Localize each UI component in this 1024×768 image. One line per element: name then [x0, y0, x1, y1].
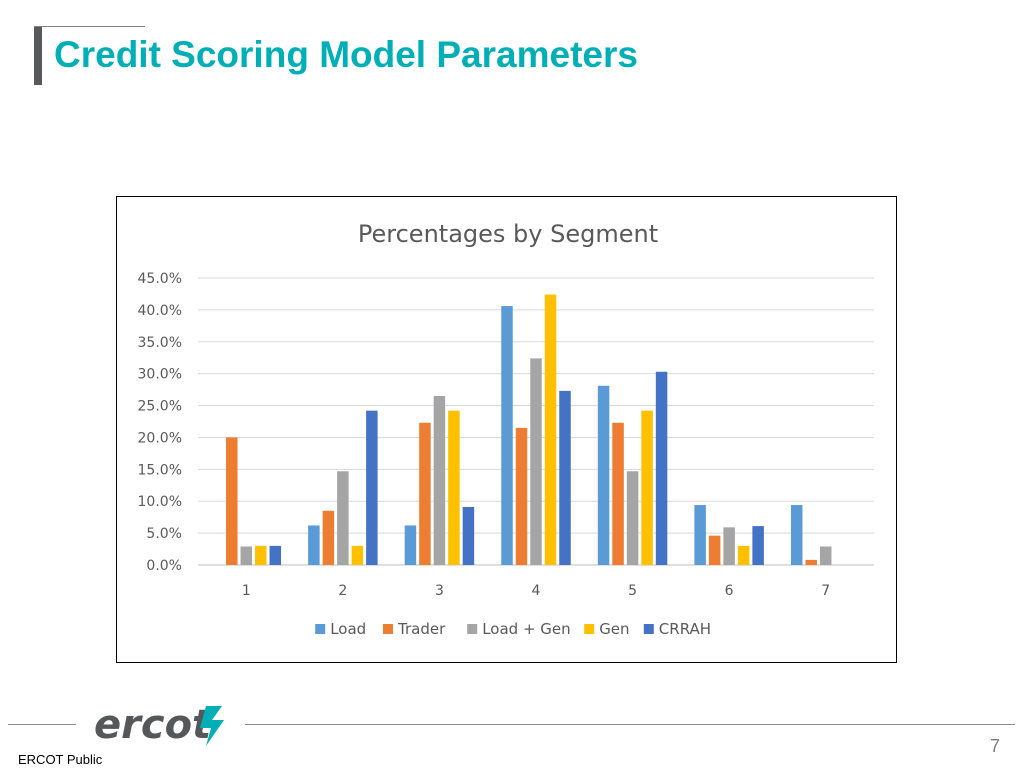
bar: [366, 410, 378, 565]
bar: [322, 510, 335, 565]
bar: [462, 506, 475, 565]
bar: [655, 371, 668, 565]
x-tick-label: 5: [628, 583, 637, 599]
lightning-icon: [200, 706, 224, 746]
y-tick-label: 5.0%: [146, 526, 182, 542]
bar: [530, 358, 542, 565]
legend: Load Trader Load + Gen Gen CRRAH: [315, 620, 711, 638]
bar: [559, 390, 571, 565]
x-tick-label: 7: [821, 583, 830, 599]
legend-label: CRRAH: [659, 620, 711, 638]
y-tick-label: 35.0%: [138, 335, 182, 351]
y-tick-label: 45.0%: [138, 271, 182, 287]
bar: [255, 545, 267, 565]
bar: [805, 559, 817, 565]
legend-label: Gen: [599, 620, 629, 638]
bar: [226, 437, 238, 565]
bar: [694, 505, 706, 565]
y-tick-label: 40.0%: [138, 303, 182, 319]
y-tick-label: 20.0%: [138, 430, 182, 446]
bar: [501, 306, 513, 565]
x-tick-label: 4: [532, 583, 541, 599]
classification-label: ERCOT Public: [18, 752, 103, 767]
title-accent-bar: [34, 27, 42, 85]
bar: [737, 545, 750, 565]
y-tick-label: 25.0%: [138, 399, 182, 415]
legend-swatch: [584, 624, 595, 634]
y-tick-label: 0.0%: [146, 558, 182, 574]
bar: [819, 546, 832, 565]
bar: [597, 385, 610, 565]
legend-swatch: [315, 624, 326, 634]
y-axis-ticks: 0.0% 5.0% 10.0% 15.0% 20.0% 25.0% 30.0% 35.0% 40…: [138, 271, 182, 574]
bar: [337, 471, 349, 565]
chart-title: Percentages by Segment: [358, 220, 658, 248]
bar: [433, 395, 446, 565]
bar: [626, 471, 639, 565]
legend-swatch: [467, 624, 478, 634]
legend-label: Load + Gen: [482, 620, 570, 638]
bar: [723, 527, 735, 565]
bar: [612, 422, 624, 565]
legend-swatch: [383, 624, 393, 634]
bar: [515, 427, 528, 565]
x-tick-label: 3: [435, 583, 444, 599]
bar: [269, 545, 282, 565]
title-rule: [34, 26, 145, 27]
ercot-logo: ercot: [94, 702, 224, 748]
bar: [752, 526, 764, 565]
bar: [419, 422, 431, 565]
x-tick-label: 6: [725, 583, 734, 599]
x-axis-ticks: 1 2 3 4 5 6 7: [242, 583, 830, 599]
bar: [641, 410, 653, 565]
footer-line-left: [8, 724, 76, 725]
bar-chart: Percentages by Segment 0.0% 5.0% 10.0% 15.0…: [138, 220, 874, 638]
x-tick-label: 2: [338, 583, 347, 599]
y-tick-label: 30.0%: [138, 367, 182, 383]
logo-text: ercot: [94, 702, 213, 748]
footer-line-right: [245, 724, 1015, 725]
x-tick-label: 1: [242, 583, 251, 599]
chart-container: Percentages by Segment 0.0% 5.0% 10.0% 15.0…: [116, 196, 897, 663]
bar: [240, 546, 253, 565]
y-tick-label: 15.0%: [138, 462, 182, 478]
bar: [544, 294, 557, 565]
bar: [790, 505, 803, 565]
legend-label: Load: [330, 620, 366, 638]
slide-title: Credit Scoring Model Parameters: [54, 34, 638, 75]
bar: [351, 545, 364, 565]
bar: [404, 525, 417, 565]
legend-label: Trader: [397, 620, 446, 638]
y-tick-label: 10.0%: [138, 494, 182, 510]
legend-swatch: [643, 624, 654, 634]
page-number: 7: [989, 736, 1000, 756]
bar: [708, 535, 721, 565]
bars: [226, 294, 832, 565]
bar: [448, 410, 460, 565]
bar: [308, 525, 320, 565]
